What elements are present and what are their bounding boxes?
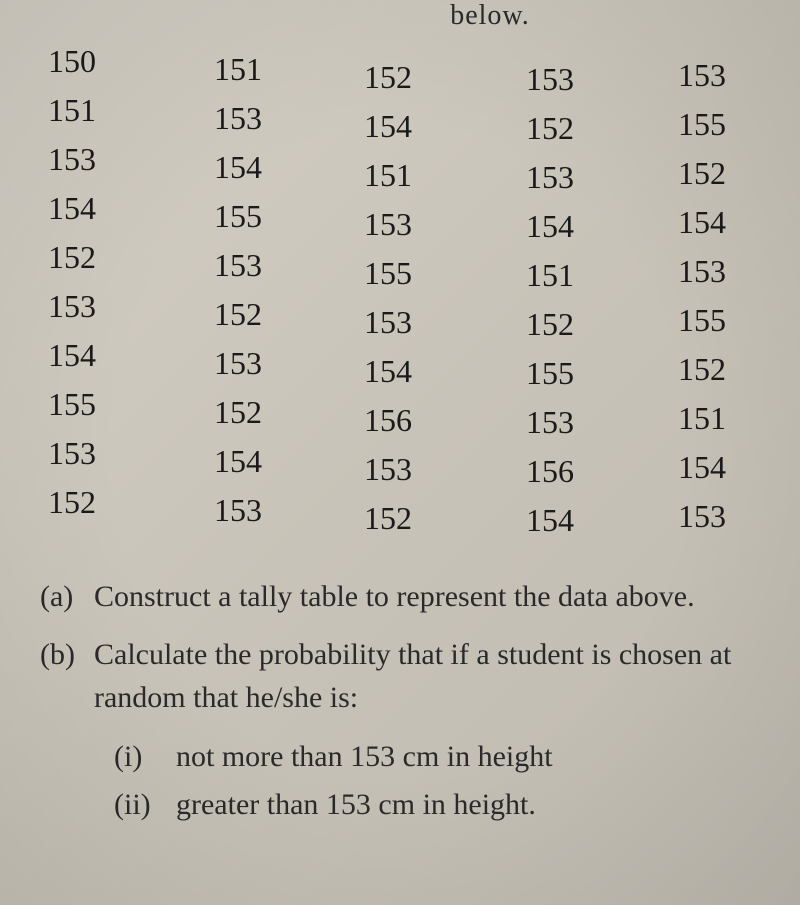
question-b-ii-text: greater than 153 cm in height. bbox=[176, 782, 536, 829]
data-cell: 155 bbox=[476, 349, 628, 398]
data-cell: 153 bbox=[172, 339, 324, 388]
data-cell: 154 bbox=[476, 202, 628, 251]
data-cell: 151 bbox=[324, 151, 476, 200]
data-cell: 152 bbox=[628, 149, 780, 198]
data-cell: 156 bbox=[324, 396, 476, 445]
question-b-i-text: not more than 153 cm in height bbox=[176, 734, 553, 781]
data-cell: 153 bbox=[628, 247, 780, 296]
data-cell: 153 bbox=[476, 55, 628, 104]
data-cell: 154 bbox=[476, 496, 628, 545]
data-cell: 155 bbox=[324, 249, 476, 298]
table-row: 150151152153153 bbox=[20, 37, 780, 86]
data-cell: 151 bbox=[476, 251, 628, 300]
data-cell: 154 bbox=[172, 437, 324, 486]
question-b-subs: (i) not more than 153 cm in height (ii) … bbox=[40, 734, 780, 829]
data-cell: 154 bbox=[172, 143, 324, 192]
data-cell: 155 bbox=[20, 380, 172, 429]
data-cell: 152 bbox=[476, 300, 628, 349]
data-cell: 153 bbox=[628, 51, 780, 100]
data-cell: 155 bbox=[172, 192, 324, 241]
data-cell: 154 bbox=[628, 198, 780, 247]
data-cell: 152 bbox=[20, 478, 172, 527]
question-b-ii-label: (ii) bbox=[114, 782, 176, 829]
data-cell: 154 bbox=[628, 443, 780, 492]
data-cell: 153 bbox=[324, 445, 476, 494]
data-cell: 155 bbox=[628, 296, 780, 345]
data-cell: 153 bbox=[172, 486, 324, 535]
data-cell: 154 bbox=[324, 102, 476, 151]
data-cell: 153 bbox=[20, 135, 172, 184]
data-cell: 153 bbox=[476, 153, 628, 202]
header-fragment: below. bbox=[20, 0, 780, 32]
question-b-text: Calculate the probability that if a stud… bbox=[94, 633, 780, 720]
data-cell: 152 bbox=[172, 290, 324, 339]
data-cell: 152 bbox=[20, 233, 172, 282]
data-cell: 153 bbox=[172, 241, 324, 290]
question-a-text: Construct a tally table to represent the… bbox=[94, 575, 780, 619]
height-data-table: 1501511521531531511531541521551531541511… bbox=[20, 37, 780, 527]
data-cell: 152 bbox=[324, 53, 476, 102]
data-cell: 152 bbox=[628, 345, 780, 394]
data-cell: 155 bbox=[628, 100, 780, 149]
data-cell: 152 bbox=[324, 494, 476, 543]
question-b-i-label: (i) bbox=[114, 734, 176, 781]
data-cell: 151 bbox=[172, 45, 324, 94]
data-cell: 153 bbox=[172, 94, 324, 143]
question-b-label: (b) bbox=[40, 633, 94, 720]
data-cell: 153 bbox=[20, 282, 172, 331]
page: below. 150151152153153151153154152155153… bbox=[0, 0, 800, 829]
data-cell: 156 bbox=[476, 447, 628, 496]
data-cell: 154 bbox=[20, 184, 172, 233]
data-cell: 153 bbox=[20, 429, 172, 478]
question-b-i: (i) not more than 153 cm in height bbox=[114, 734, 780, 781]
data-cell: 151 bbox=[628, 394, 780, 443]
data-cell: 150 bbox=[20, 37, 172, 86]
question-b: (b) Calculate the probability that if a … bbox=[40, 633, 780, 720]
data-cell: 152 bbox=[172, 388, 324, 437]
data-cell: 153 bbox=[476, 398, 628, 447]
question-a: (a) Construct a tally table to represent… bbox=[40, 575, 780, 619]
data-cell: 154 bbox=[324, 347, 476, 396]
data-cell: 152 bbox=[476, 104, 628, 153]
data-cell: 153 bbox=[324, 298, 476, 347]
data-cell: 153 bbox=[628, 492, 780, 541]
data-cell: 154 bbox=[20, 331, 172, 380]
data-cell: 151 bbox=[20, 86, 172, 135]
data-cell: 153 bbox=[324, 200, 476, 249]
question-b-ii: (ii) greater than 153 cm in height. bbox=[114, 782, 780, 829]
question-a-label: (a) bbox=[40, 575, 94, 619]
questions-block: (a) Construct a tally table to represent… bbox=[20, 575, 780, 829]
